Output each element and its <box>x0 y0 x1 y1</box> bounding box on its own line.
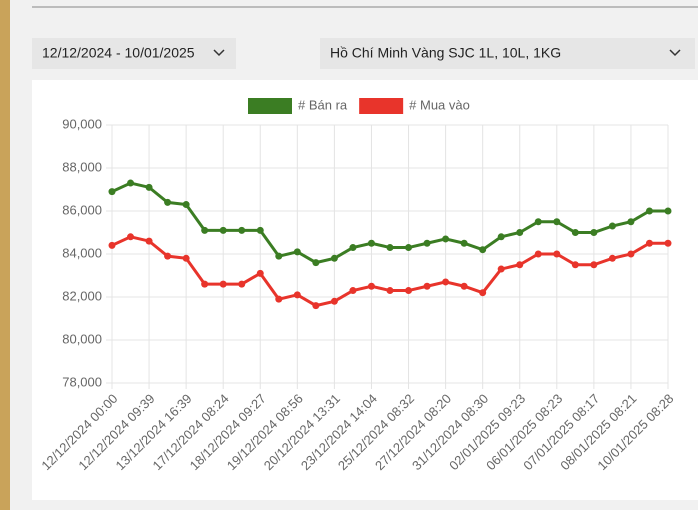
data-point <box>349 244 357 252</box>
side-strip <box>0 0 10 510</box>
data-point <box>330 297 338 305</box>
data-point <box>386 244 394 252</box>
data-point <box>608 254 616 262</box>
data-point <box>664 207 672 215</box>
chart-panel <box>32 80 698 500</box>
data-point <box>219 226 227 234</box>
y-tick-label: 90,000 <box>62 116 102 131</box>
data-point <box>293 248 301 256</box>
data-point <box>442 278 450 286</box>
chevron <box>213 49 225 57</box>
data-point <box>238 226 246 234</box>
dropdown-text: 12/12/2024 - 10/01/2025 <box>42 45 195 61</box>
data-point <box>164 252 172 260</box>
data-point <box>460 239 468 247</box>
data-point <box>516 261 524 269</box>
data-point <box>145 237 153 245</box>
data-point <box>534 250 542 258</box>
data-point <box>349 287 357 295</box>
dropdown-box[interactable] <box>32 38 236 69</box>
chevron <box>669 49 681 57</box>
data-point <box>497 265 505 273</box>
y-tick-label: 80,000 <box>62 331 102 346</box>
data-point <box>293 291 301 299</box>
data-point <box>367 239 375 247</box>
legend-swatch <box>359 98 404 114</box>
data-point <box>423 282 431 290</box>
data-point <box>330 254 338 262</box>
data-point <box>645 207 653 215</box>
data-point <box>201 280 209 288</box>
y-tick-label: 88,000 <box>62 159 102 174</box>
y-tick-label: 86,000 <box>62 202 102 217</box>
data-point <box>608 222 616 230</box>
data-point <box>256 226 264 234</box>
data-point <box>312 259 320 267</box>
data-point <box>460 282 468 290</box>
date-dropdown[interactable]: 12/12/2024 - 10/01/2025 <box>32 38 236 69</box>
data-point <box>405 287 413 295</box>
data-point <box>590 229 598 236</box>
data-point <box>479 246 487 254</box>
data-point <box>201 226 209 234</box>
data-point <box>442 235 450 243</box>
data-point <box>108 188 116 196</box>
data-point <box>534 218 542 226</box>
data-point <box>127 233 135 241</box>
data-point <box>275 295 283 303</box>
data-point <box>386 287 394 295</box>
dropdown-text: Hồ Chí Minh Vàng SJC 1L, 10L, 1KG <box>330 45 561 61</box>
data-point <box>553 250 561 258</box>
data-point <box>571 229 579 236</box>
data-point <box>182 201 190 209</box>
data-point <box>405 244 413 252</box>
y-tick-label: 78,000 <box>62 374 102 389</box>
data-point <box>590 261 598 269</box>
data-point <box>108 241 116 249</box>
data-point <box>256 269 264 277</box>
product-dropdown[interactable]: Hồ Chí Minh Vàng SJC 1L, 10L, 1KG <box>320 38 695 69</box>
data-point <box>145 183 153 191</box>
data-point <box>479 289 487 297</box>
data-point <box>164 198 172 206</box>
data-point <box>664 239 672 247</box>
data-point <box>219 280 227 288</box>
data-point <box>497 233 505 241</box>
data-point <box>627 218 635 226</box>
data-point <box>553 218 561 226</box>
dropdown-box[interactable] <box>320 38 695 69</box>
data-point <box>275 252 283 260</box>
y-tick-label: 82,000 <box>62 288 102 303</box>
data-point <box>516 229 524 236</box>
data-point <box>238 280 246 288</box>
data-point <box>127 179 135 187</box>
data-point <box>182 254 190 262</box>
data-point <box>312 302 320 310</box>
data-point <box>423 239 431 247</box>
data-point <box>367 282 375 290</box>
data-point <box>571 261 579 269</box>
legend-label: # Mua vào <box>409 97 470 112</box>
legend-label: # Bán ra <box>298 97 348 112</box>
data-point <box>645 239 653 247</box>
data-point <box>627 250 635 258</box>
legend-swatch <box>248 98 292 114</box>
y-tick-label: 84,000 <box>62 245 102 260</box>
